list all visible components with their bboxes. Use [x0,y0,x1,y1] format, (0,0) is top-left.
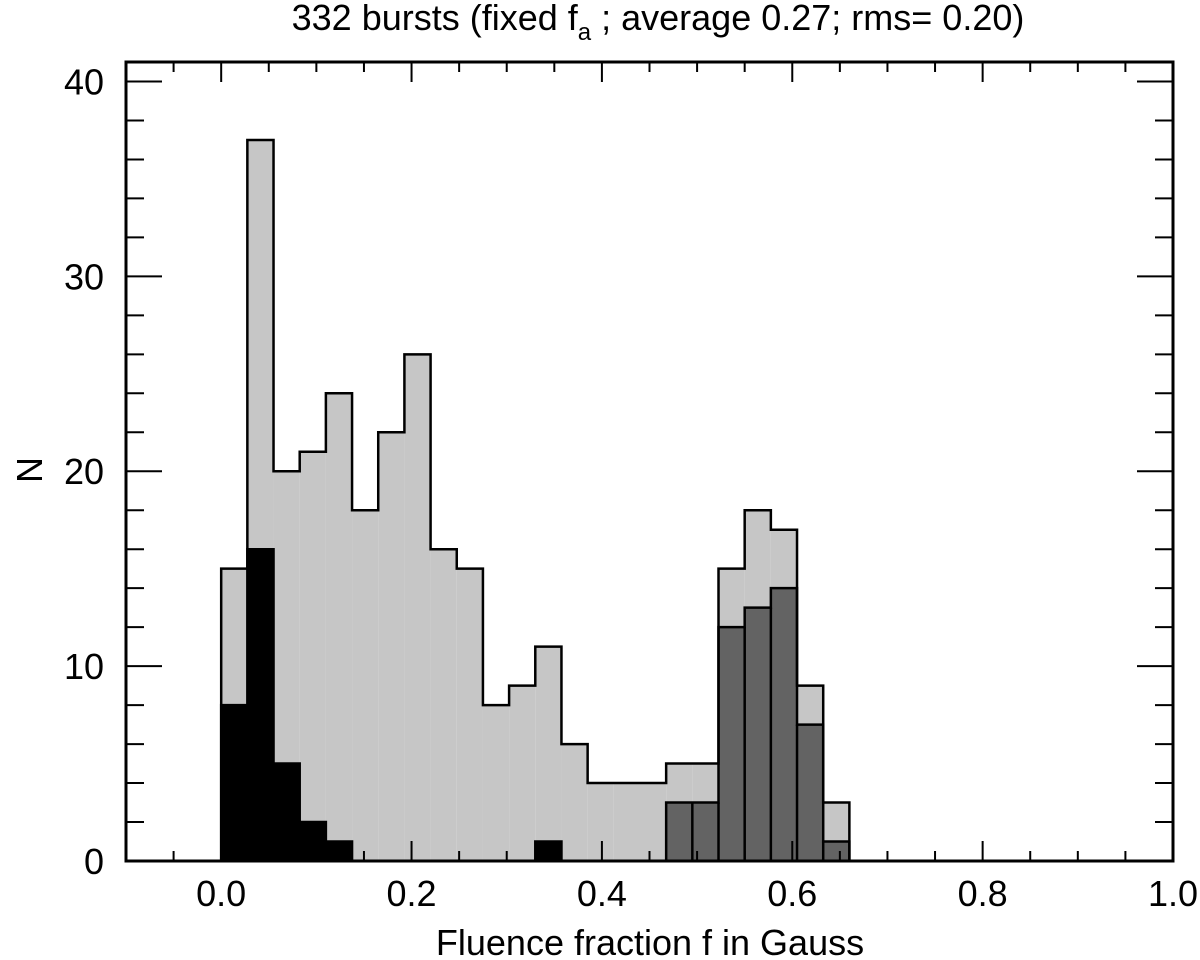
x-tick-label: 0.4 [577,873,627,914]
chart-title: 332 bursts (fixed fa ; average 0.27; rms… [292,0,1025,46]
series0-bar [404,354,431,861]
series0-bar [482,705,510,861]
y-tick-label: 40 [64,61,104,102]
plot-frame [124,60,1175,863]
series2-bar [325,841,353,861]
series1-bar [718,627,745,861]
x-tick-label: 0.0 [196,873,246,914]
series2-bar [247,549,274,861]
series1-bar [744,607,771,861]
histogram-bars [221,139,850,861]
series0-bar [613,783,640,861]
x-tick-label: 0.2 [387,873,437,914]
series0-bar [352,510,379,861]
y-tick-label: 30 [64,256,104,297]
y-tick-label: 20 [64,451,104,492]
y-tick-label: 10 [64,646,104,687]
series0-bar [430,549,457,861]
series0-bar [325,393,353,861]
x-tick-label: 0.8 [958,873,1008,914]
series0-bar [299,451,326,861]
series0-bar [509,685,536,861]
x-tick-labels: 0.0 0.2 0.4 0.6 0.8 1.0 [196,873,1198,914]
series0-bar [639,783,667,861]
x-tick-label: 0.6 [767,873,817,914]
series1-bar [770,588,798,861]
histogram-outlines [219,138,851,861]
series1-bar [823,841,850,861]
x-axis-label: Fluence fraction f in Gauss [436,922,864,960]
y-tick-label: 0 [84,841,104,882]
series2-outline [219,547,563,861]
series1-bar [666,802,693,861]
series0-bar [378,432,405,861]
y-axis-label: N [9,457,50,483]
series0-bar [456,568,483,861]
series0-bar [587,783,614,861]
series0-outline [219,138,851,861]
series0-bar [561,744,588,861]
series2-bar [299,822,326,861]
series0-bar [535,646,562,861]
series2-bar [273,763,300,861]
x-tick-label: 1.0 [1148,873,1198,914]
series1-bar [797,724,824,861]
series2-bar [535,841,562,861]
y-tick-labels: 0 10 20 30 40 [64,61,104,882]
series2-bar [221,705,248,861]
